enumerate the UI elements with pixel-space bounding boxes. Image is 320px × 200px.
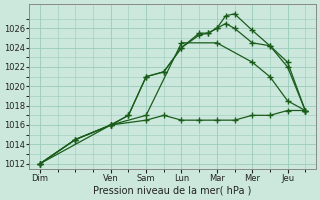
X-axis label: Pression niveau de la mer( hPa ): Pression niveau de la mer( hPa ) [93, 186, 252, 196]
